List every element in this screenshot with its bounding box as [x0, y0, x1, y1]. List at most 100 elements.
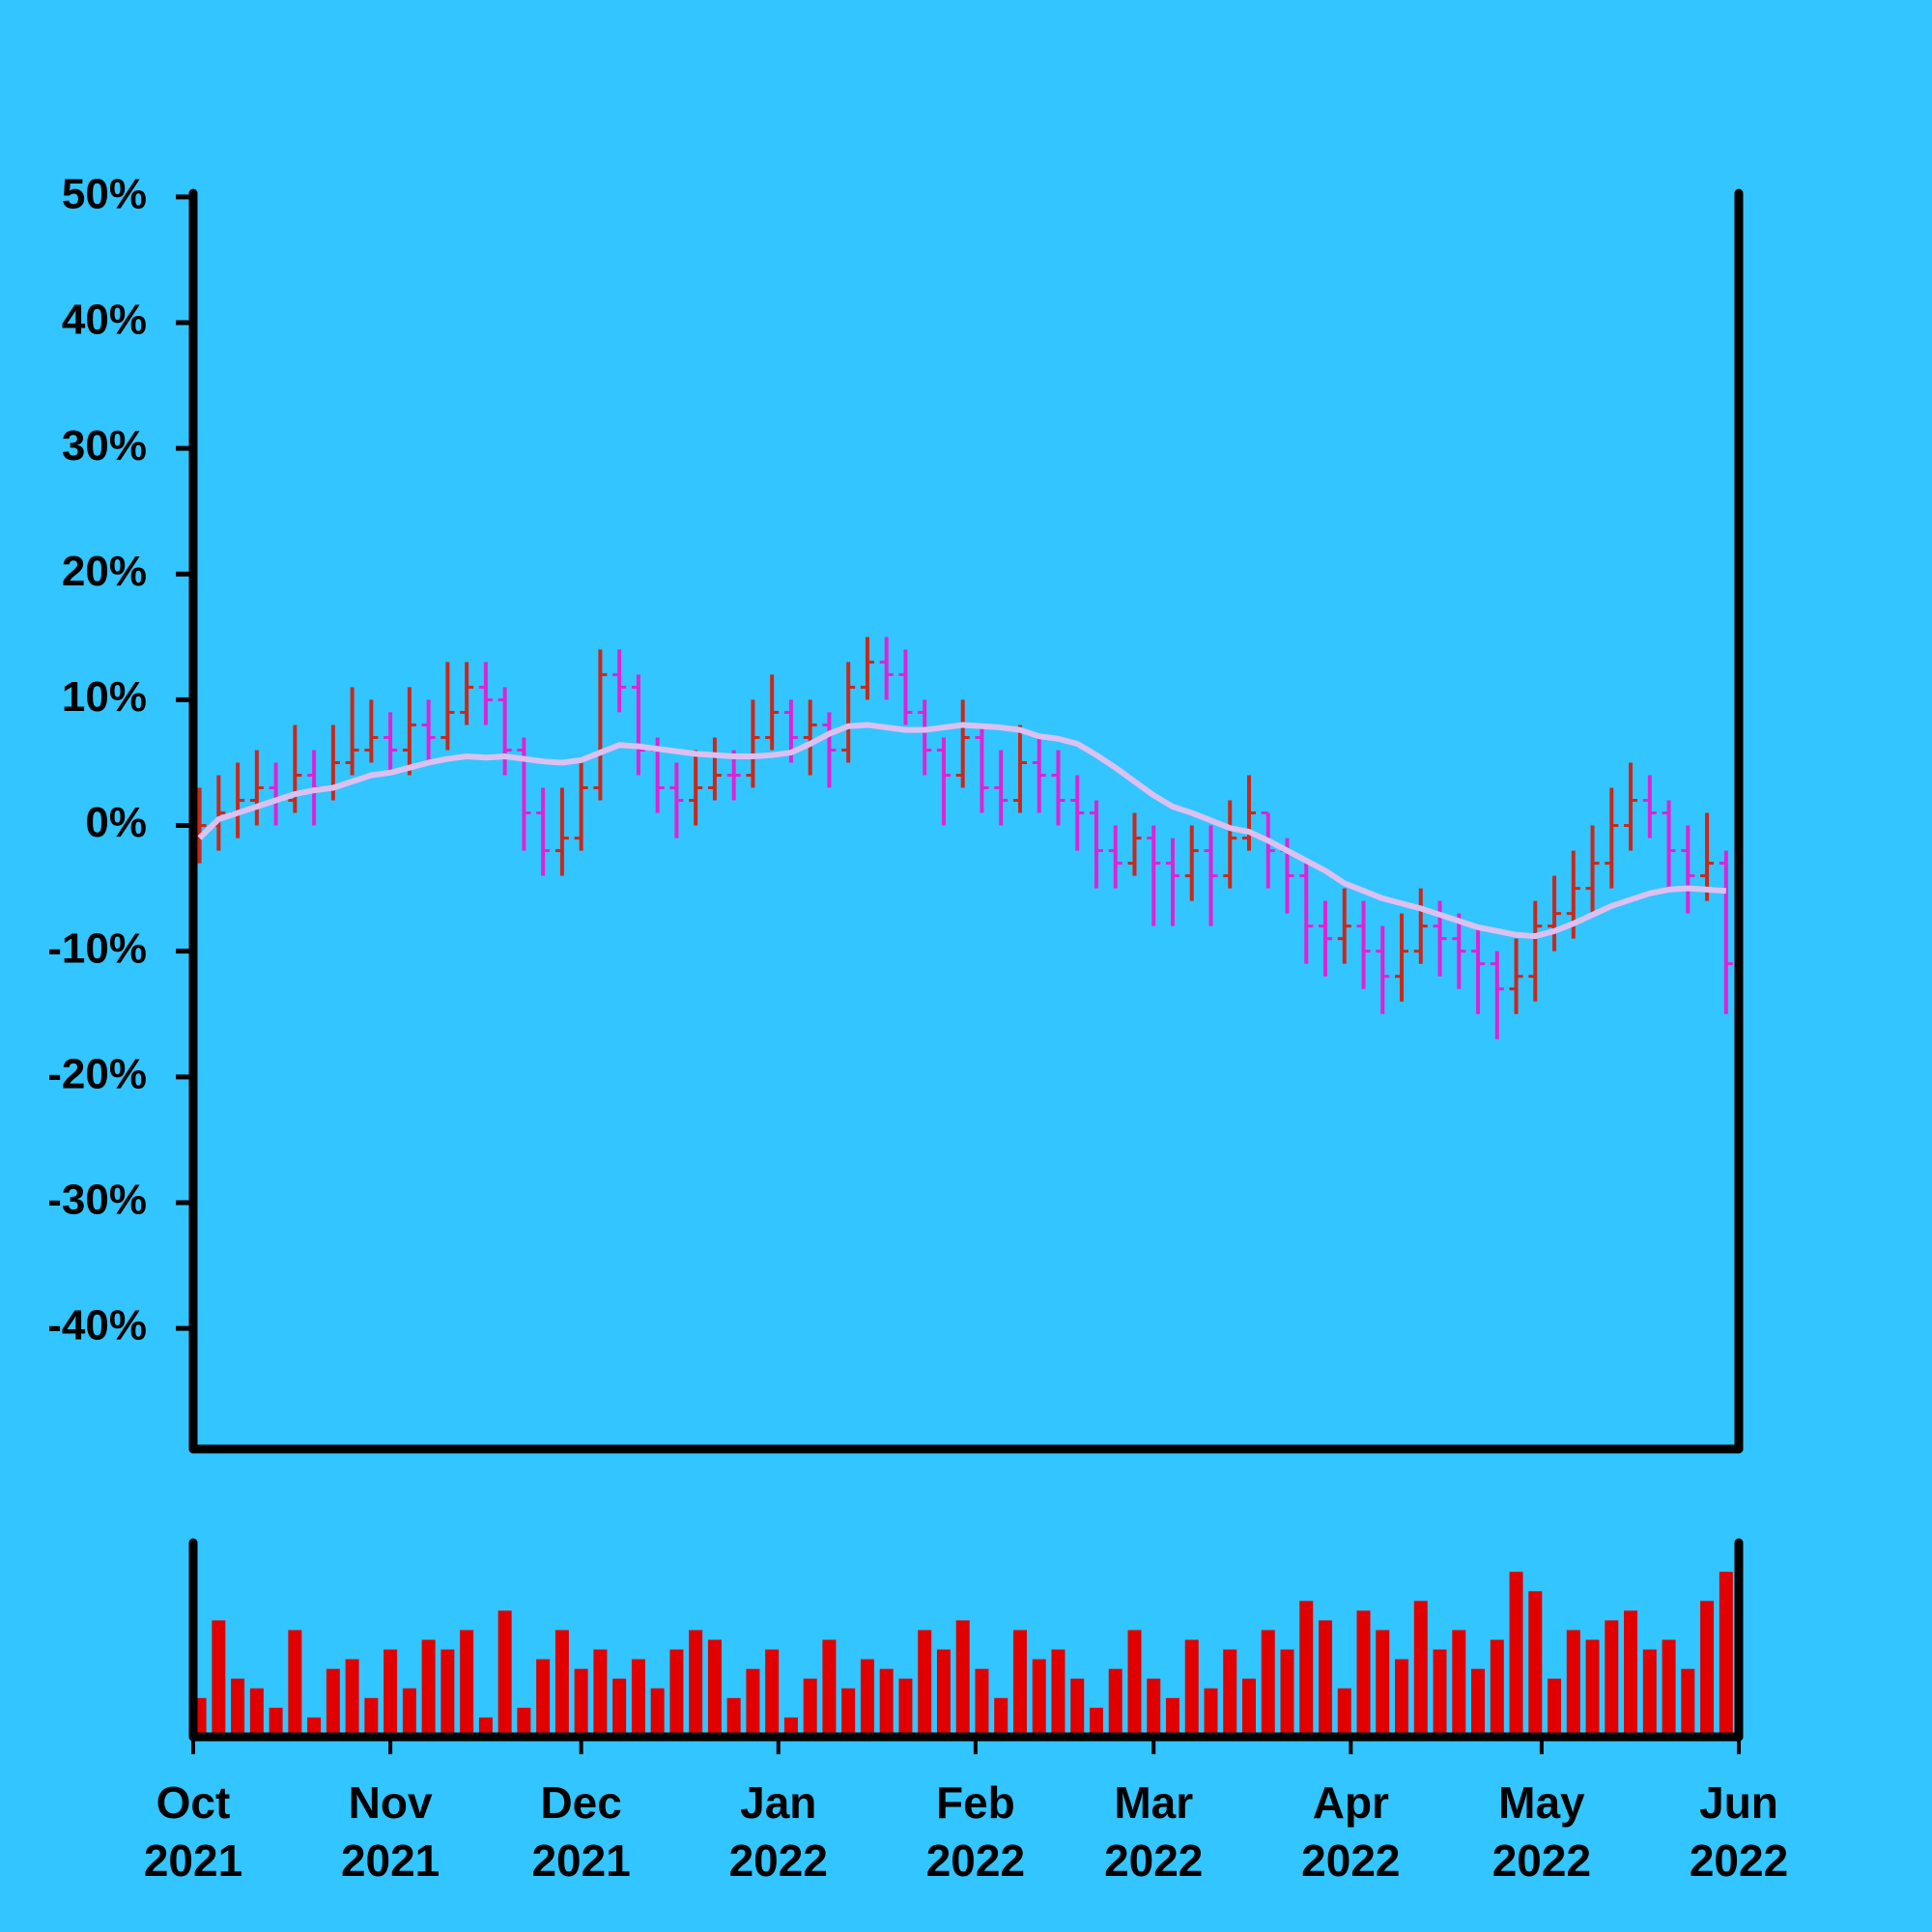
y-tick-label: 30%: [62, 422, 147, 469]
volume-bar: [936, 1649, 951, 1737]
volume-bar: [440, 1649, 455, 1737]
volume-bar: [249, 1688, 264, 1737]
volume-bar: [1089, 1707, 1103, 1737]
x-tick-label: Oct 2021: [143, 1777, 243, 1886]
x-tick-label: Feb 2022: [925, 1777, 1026, 1886]
volume-bar: [1299, 1601, 1314, 1737]
volume-bar: [345, 1659, 359, 1737]
volume-bar: [994, 1697, 1009, 1737]
volume-bar: [860, 1659, 874, 1737]
volume-bar: [726, 1697, 741, 1737]
volume-bar: [1223, 1649, 1237, 1737]
y-tick-label: 20%: [62, 548, 147, 595]
volume-bar: [689, 1630, 703, 1737]
volume-bar: [1700, 1601, 1715, 1737]
volume-bar: [1280, 1649, 1294, 1737]
volume-bar: [536, 1659, 551, 1737]
y-tick-label: -40%: [47, 1302, 147, 1350]
volume-bar: [918, 1630, 932, 1737]
x-tick-label: Jun 2022: [1689, 1777, 1789, 1886]
volume-bar: [421, 1639, 436, 1737]
x-tick-label: Nov 2021: [340, 1777, 440, 1886]
volume-bar: [1261, 1630, 1275, 1737]
y-tick-label: 0%: [85, 799, 147, 846]
volume-bar: [746, 1668, 760, 1737]
volume-bar: [1376, 1630, 1390, 1737]
y-tick-label: -30%: [47, 1177, 147, 1224]
volume-bar: [402, 1688, 416, 1737]
volume-bar: [1719, 1572, 1733, 1737]
volume-bar: [554, 1630, 569, 1737]
volume-bar: [1413, 1601, 1428, 1737]
volume-bar: [1548, 1678, 1562, 1737]
volume-bar: [955, 1620, 970, 1737]
volume-bar: [212, 1620, 226, 1737]
moving-average: [197, 722, 1727, 940]
x-tick-label: Apr 2022: [1301, 1777, 1401, 1886]
y-tick-label: 50%: [62, 171, 147, 218]
y-tick-label: 10%: [62, 673, 147, 721]
volume-bar: [460, 1630, 474, 1737]
volume-bar: [1070, 1678, 1085, 1737]
volume-bar: [1433, 1649, 1447, 1737]
volume-bar: [269, 1707, 283, 1737]
volume-bar: [1471, 1668, 1486, 1737]
volume-bar: [1356, 1610, 1371, 1737]
y-tick-label: -20%: [47, 1050, 147, 1097]
x-tick-label: May 2022: [1492, 1777, 1592, 1886]
volume-bar: [612, 1678, 627, 1737]
y-tick-label: 40%: [62, 297, 147, 344]
volume-bar: [975, 1668, 989, 1737]
x-tick-label: Mar 2022: [1104, 1777, 1204, 1886]
volume-bar: [650, 1688, 665, 1737]
volume-bar: [478, 1717, 493, 1737]
volume-bar: [574, 1668, 588, 1737]
volume-bar: [1184, 1639, 1199, 1737]
volume-bar: [1108, 1668, 1122, 1737]
volume-bar: [364, 1697, 379, 1737]
volume-bar: [1452, 1630, 1466, 1737]
volume-bar: [497, 1610, 512, 1737]
volume-bar: [1395, 1659, 1409, 1737]
volume-bar: [593, 1649, 608, 1737]
y-tick-label: -10%: [47, 924, 147, 972]
volume-bar: [1012, 1630, 1027, 1737]
volume-bar: [1624, 1610, 1638, 1737]
volume-bar: [384, 1649, 398, 1737]
volume-bar: [1509, 1572, 1523, 1737]
volume-bar: [1605, 1620, 1619, 1737]
volume-bar: [1490, 1639, 1504, 1737]
volume-bar: [765, 1649, 780, 1737]
volume-bar: [707, 1639, 722, 1737]
volume-bar: [669, 1649, 684, 1737]
volume-bar: [1204, 1688, 1218, 1737]
volume-bar: [631, 1659, 645, 1737]
volume-bar: [517, 1707, 531, 1737]
volume-bar: [288, 1630, 302, 1737]
volume-bar: [1165, 1697, 1179, 1737]
volume-bar: [1662, 1639, 1676, 1737]
volume-bar: [307, 1717, 322, 1737]
volume-bar: [803, 1678, 817, 1737]
volume-bar: [1681, 1668, 1695, 1737]
volume-bar: [1337, 1688, 1351, 1737]
volume-bar: [898, 1678, 913, 1737]
volume-bar: [879, 1668, 894, 1737]
volume-bar: [1127, 1630, 1142, 1737]
volume-bar: [1642, 1649, 1657, 1737]
volume-bar: [231, 1678, 245, 1737]
volume-bar: [1147, 1678, 1161, 1737]
volume-bar: [1032, 1659, 1046, 1737]
volume-bar: [1566, 1630, 1580, 1737]
volume-bar: [783, 1717, 798, 1737]
volume-bar: [1319, 1620, 1333, 1737]
volume-bar: [1051, 1649, 1065, 1737]
volume-bar: [1528, 1591, 1543, 1737]
volume-bar: [822, 1639, 837, 1737]
volume-bar: [841, 1688, 856, 1737]
volume-bar: [1242, 1678, 1257, 1737]
x-tick-label: Dec 2021: [531, 1777, 631, 1886]
volume-bar: [326, 1668, 340, 1737]
